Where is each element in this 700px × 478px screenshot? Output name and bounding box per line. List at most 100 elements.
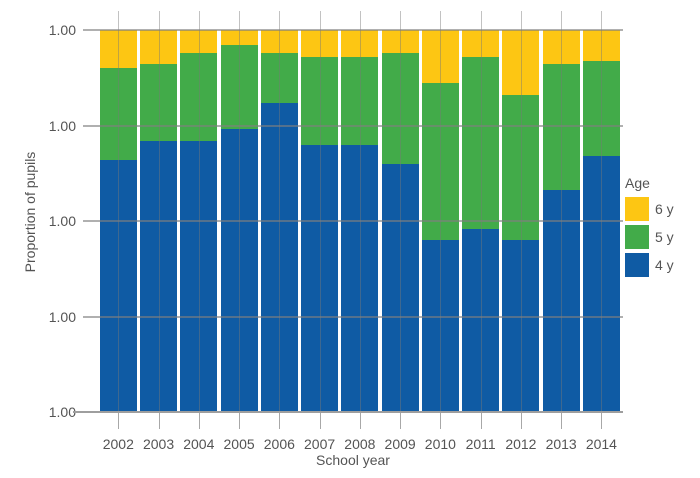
bar-segment-5-y	[542, 64, 580, 191]
legend-label: 5 y	[655, 229, 674, 245]
x-gridline	[601, 11, 603, 412]
bar-segment-5-y	[502, 94, 540, 241]
bar-segment-4-y	[341, 144, 379, 412]
bar-segment-4-y	[582, 156, 620, 412]
bar-segment-6-y	[301, 30, 339, 57]
x-tick-label: 2012	[505, 436, 537, 452]
bar-segment-4-y	[99, 159, 137, 412]
bar-segment-6-y	[180, 30, 218, 53]
legend-item-4-y: 4 y	[625, 253, 674, 277]
x-tick-label: 2004	[183, 436, 215, 452]
x-axis-line	[73, 411, 623, 413]
legend-item-6-y: 6 y	[625, 197, 674, 221]
bar-segment-5-y	[301, 56, 339, 145]
y-axis-title: Proportion of pupils	[22, 151, 38, 273]
legend-title: Age	[625, 175, 650, 191]
bar-segment-5-y	[99, 68, 137, 160]
bar-segment-5-y	[582, 60, 620, 157]
bar-segment-6-y	[381, 30, 419, 53]
x-tick-label: 2007	[304, 436, 336, 452]
x-tick-label: 2010	[424, 436, 456, 452]
x-tick-mark	[520, 412, 522, 429]
x-tick-mark	[480, 412, 482, 429]
bar-segment-4-y	[140, 140, 178, 412]
y-tick-label: 1.00	[48, 213, 76, 229]
x-tick-label: 2008	[344, 436, 376, 452]
x-gridline	[520, 11, 522, 412]
x-axis-title: School year	[316, 452, 390, 468]
bar-segment-5-y	[462, 56, 500, 229]
bar-segment-4-y	[301, 144, 339, 412]
legend-items: 6 y 5 y 4 y	[625, 197, 674, 277]
legend-swatch	[625, 253, 649, 277]
x-gridline	[158, 11, 160, 412]
bar-segment-4-y	[381, 163, 419, 412]
x-tick-mark	[561, 412, 563, 429]
bar-segment-6-y	[260, 30, 298, 53]
y-tick-label: 1.00	[48, 404, 76, 420]
x-tick-mark	[239, 412, 241, 429]
bar-segment-6-y	[582, 30, 620, 61]
bar-segment-6-y	[220, 30, 258, 46]
bar-segment-5-y	[341, 56, 379, 145]
x-tick-mark	[319, 412, 321, 429]
bar-segment-6-y	[502, 30, 540, 95]
x-tick-mark	[118, 412, 120, 429]
y-tick-label: 1.00	[48, 308, 76, 325]
bar-segment-4-y	[502, 240, 540, 412]
x-tick-mark	[359, 412, 361, 429]
legend-swatch	[625, 225, 649, 249]
bar-segment-4-y	[180, 140, 218, 412]
bar-segment-6-y	[421, 30, 459, 84]
bar-segment-6-y	[140, 30, 178, 65]
bar-segment-5-y	[381, 52, 419, 164]
legend-label: 4 y	[655, 257, 674, 273]
x-tick-label: 2006	[263, 436, 295, 452]
bar-segment-6-y	[542, 30, 580, 65]
legend-swatch	[625, 197, 649, 221]
bar-segment-4-y	[421, 240, 459, 412]
x-tick-label: 2011	[465, 436, 496, 452]
x-tick-label: 2014	[585, 436, 617, 452]
x-tick-label: 2003	[142, 436, 175, 452]
x-tick-mark	[198, 412, 200, 429]
bar-segment-5-y	[220, 45, 258, 130]
x-gridline	[480, 11, 482, 412]
x-gridline	[118, 11, 120, 412]
bar-segment-6-y	[341, 30, 379, 57]
bar-segment-4-y	[220, 129, 258, 412]
x-gridline	[198, 11, 200, 412]
y-gridline	[83, 315, 623, 318]
y-tick-label: 1.00	[48, 117, 76, 134]
y-gridline	[83, 124, 623, 127]
x-gridline	[561, 11, 563, 412]
x-gridline	[279, 11, 281, 412]
legend-item-5-y: 5 y	[625, 225, 674, 249]
x-tick-label: 2009	[384, 436, 416, 452]
x-tick-mark	[158, 412, 160, 429]
legend: Age 6 y 5 y 4 y	[625, 176, 674, 281]
bar-segment-4-y	[260, 102, 298, 412]
bar-segment-4-y	[462, 228, 500, 412]
x-tick-mark	[601, 412, 603, 429]
bar-segment-5-y	[260, 52, 298, 103]
y-gridline	[83, 29, 623, 31]
legend-label: 6 y	[655, 201, 674, 217]
bar-segment-5-y	[421, 83, 459, 241]
x-gridline	[440, 11, 442, 412]
y-tick-label: 1.00	[48, 22, 76, 38]
x-tick-mark	[400, 412, 402, 429]
x-tick-label: 2013	[545, 436, 577, 452]
bar-segment-4-y	[542, 190, 580, 412]
bar-segment-6-y	[99, 30, 137, 69]
x-tick-mark	[440, 412, 442, 429]
y-gridline	[83, 220, 623, 222]
bar-segment-5-y	[140, 64, 178, 141]
x-gridline	[400, 11, 402, 412]
x-gridline	[319, 11, 321, 412]
x-tick-label: 2005	[223, 436, 255, 452]
x-tick-mark	[279, 412, 281, 429]
x-tick-label: 2002	[102, 436, 134, 452]
x-gridline	[359, 11, 361, 412]
